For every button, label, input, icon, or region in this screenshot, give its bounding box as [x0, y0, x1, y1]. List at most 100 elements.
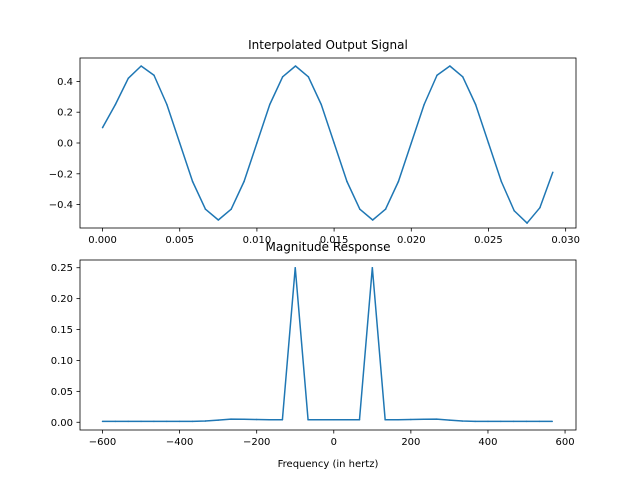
data-point: [512, 420, 515, 423]
chart-signal: Interpolated Output Signal 0.000 0.005 0.0…: [49, 38, 580, 246]
data-point: [178, 420, 181, 423]
x-tick-label: −400: [166, 437, 193, 448]
data-point: [268, 419, 271, 421]
data-point: [449, 65, 451, 67]
data-point: [217, 219, 220, 221]
data-point: [114, 420, 117, 423]
data-point: [410, 142, 413, 144]
data-point: [397, 419, 399, 421]
chart-magnitude: −600 −400 −200 0 200 400 600 0.000.050.100.150…: [51, 240, 577, 470]
data-point: [127, 77, 130, 80]
data-point: [359, 208, 361, 210]
x-axis-ticks: −600 −400 −200 0 200 400 600: [89, 430, 575, 448]
data-point: [525, 420, 528, 423]
y-tick-label: 0.25: [51, 263, 73, 274]
data-point: [423, 103, 425, 106]
data-point: [281, 419, 284, 421]
data-point: [410, 418, 412, 421]
y-tick-label: −0.4: [49, 200, 73, 211]
data-point: [539, 206, 541, 209]
data-point: [256, 142, 258, 144]
x-tick-label: 0: [331, 437, 337, 448]
plot-marks: [101, 65, 554, 224]
data-point: [191, 420, 194, 423]
data-point: [422, 418, 425, 421]
data-point: [320, 103, 322, 106]
y-tick-label: 0.20: [51, 294, 73, 305]
x-tick-label: 600: [556, 437, 575, 448]
y-tick-label: 0.4: [57, 77, 73, 88]
y-tick-label: 0.0: [57, 139, 73, 150]
data-point: [436, 74, 438, 76]
x-tick-label: 200: [401, 437, 420, 448]
x-tick-label: 0.030: [551, 235, 580, 246]
data-point: [538, 420, 541, 423]
series-line: [102, 266, 553, 423]
x-axis-ticks: 0.000 0.005 0.010 0.015 0.020 0.025 0.030: [88, 228, 580, 246]
y-axis-ticks: 0.00 0.05 0.10 0.15 0.20 0.25: [51, 263, 80, 429]
data-point: [474, 103, 477, 106]
y-axis-ticks: −0.4 −0.2 0.0 0.2 0.4: [49, 77, 80, 211]
data-point: [153, 420, 155, 423]
y-tick-label: 0.10: [51, 356, 73, 367]
y-tick-label: 0.15: [51, 325, 73, 336]
data-point: [371, 266, 374, 269]
x-tick-label: 0.020: [397, 235, 426, 246]
data-point: [346, 180, 348, 183]
data-point: [500, 180, 503, 183]
plot-marks: [101, 266, 553, 423]
x-tick-label: 0.000: [88, 235, 117, 246]
data-point: [397, 180, 400, 183]
x-axis-label: Frequency (in hertz): [278, 459, 379, 470]
data-point: [320, 419, 322, 421]
data-point: [204, 208, 207, 210]
data-point: [281, 76, 284, 78]
data-point: [333, 142, 335, 144]
x-tick-label: 0.025: [474, 235, 503, 246]
data-point: [435, 418, 438, 420]
data-point: [101, 126, 104, 129]
data-point: [153, 74, 155, 76]
data-point: [269, 103, 271, 106]
plot-frame: [79, 57, 577, 229]
data-point: [140, 65, 142, 67]
data-point: [166, 420, 168, 423]
data-point: [230, 418, 232, 420]
x-tick-label: −200: [243, 437, 270, 448]
data-point: [191, 180, 194, 183]
data-point: [487, 142, 490, 144]
data-point: [487, 420, 489, 423]
data-point: [358, 419, 361, 421]
data-point: [345, 419, 348, 421]
chart-title: Magnitude Response: [265, 240, 390, 254]
data-point: [294, 266, 296, 269]
x-tick-label: 0.010: [243, 235, 272, 246]
data-point: [114, 103, 117, 106]
data-point: [307, 76, 310, 78]
data-point: [513, 210, 515, 212]
data-point: [204, 420, 207, 422]
data-point: [371, 219, 374, 221]
data-point: [166, 103, 168, 106]
data-point: [294, 65, 297, 67]
chart-title: Interpolated Output Signal: [248, 38, 408, 52]
data-point: [101, 420, 104, 423]
data-point: [230, 208, 232, 210]
data-point: [255, 418, 258, 421]
data-point: [461, 76, 464, 78]
x-tick-label: 0.005: [165, 235, 194, 246]
data-point: [307, 419, 309, 421]
data-point: [243, 180, 245, 183]
data-point: [384, 419, 386, 421]
y-tick-label: 0.00: [51, 418, 73, 429]
y-tick-label: −0.2: [49, 169, 73, 180]
series-line: [101, 65, 554, 224]
x-tick-label: 0.015: [320, 235, 349, 246]
data-point: [474, 420, 476, 423]
data-point: [127, 420, 129, 423]
data-point: [384, 208, 387, 210]
data-point: [217, 419, 219, 421]
data-point: [552, 171, 554, 174]
data-point: [526, 222, 528, 224]
